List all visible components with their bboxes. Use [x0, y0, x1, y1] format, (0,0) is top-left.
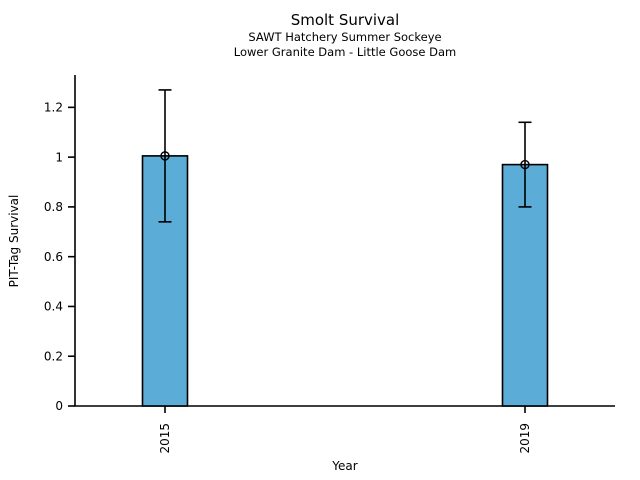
chart-subtitle-line2: Lower Granite Dam - Little Goose Dam [233, 44, 457, 59]
x-tick-label: 2019 [518, 423, 532, 454]
y-tick-label: 1.2 [44, 101, 63, 115]
y-tick-label: 0.8 [44, 200, 63, 214]
y-tick-label: 1 [55, 150, 63, 164]
x-tick-label: 2015 [158, 423, 172, 454]
chart-title: Smolt Survival [290, 11, 400, 29]
y-tick-label: 0.6 [44, 250, 63, 264]
data-point-marker [160, 151, 170, 161]
chart-titles: Smolt Survival SAWT Hatchery Summer Sock… [75, 11, 615, 59]
y-tick-label: 0 [55, 399, 63, 413]
x-axis-label: Year [332, 459, 358, 473]
data-point-marker [520, 159, 530, 170]
y-tick-label: 0.2 [44, 349, 63, 363]
y-tick-label: 0.4 [44, 300, 63, 314]
chart-subtitle-line1: SAWT Hatchery Summer Sockeye [248, 30, 442, 44]
